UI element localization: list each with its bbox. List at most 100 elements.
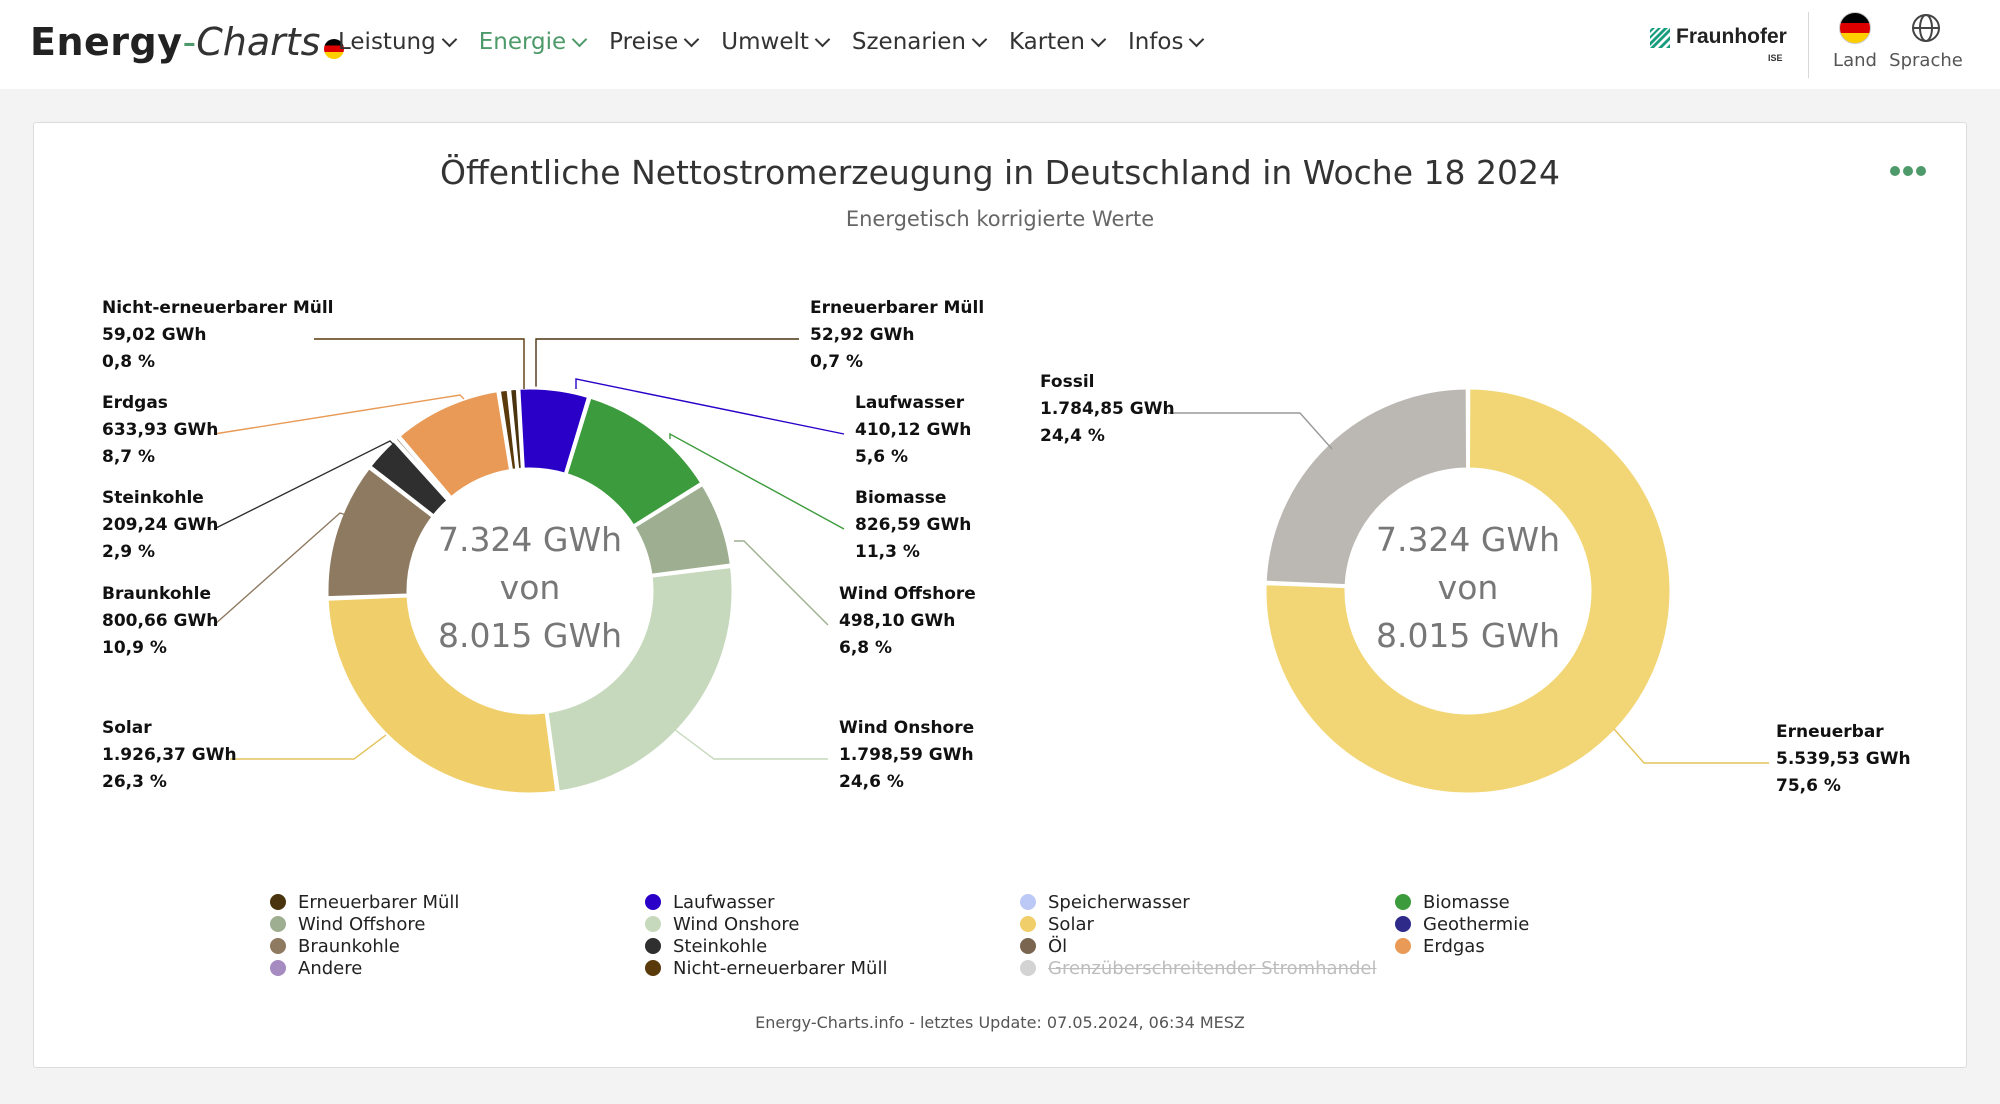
nav-item-infos[interactable]: Infos [1128, 26, 1205, 58]
chevron-down-icon [1090, 31, 1107, 47]
donut-center-text: 7.324 GWh [1376, 520, 1560, 559]
fraunhofer-name: Fraunhofer [1676, 25, 1787, 48]
donut-slice[interactable] [1263, 386, 1470, 588]
donut-slice[interactable] [545, 564, 735, 794]
nav-item-preise[interactable]: Preise [609, 26, 700, 58]
country-flag-icon [1839, 12, 1871, 44]
language-button[interactable]: Sprache [1886, 12, 1966, 71]
legend-item[interactable]: Laufwasser [645, 891, 1020, 913]
chart-title: Öffentliche Nettostromerzeugung in Deuts… [440, 153, 1560, 192]
donut-slice[interactable] [564, 395, 704, 529]
nav-item-leistung[interactable]: Leistung [338, 26, 457, 58]
slice-label-value: 633,93 GWh [102, 420, 218, 440]
legend-item[interactable]: Öl [1020, 935, 1395, 957]
slice-label-name: Steinkohle [102, 488, 204, 508]
legend-item[interactable]: Andere [270, 957, 645, 979]
legend-label: Wind Offshore [298, 913, 426, 935]
chart-legend: Erneuerbarer Müll Laufwasser Speicherwasse… [270, 891, 1770, 979]
slice-label-value: 1.784,85 GWh [1040, 399, 1175, 419]
slice-label-value: 800,66 GWh [102, 611, 218, 631]
nav-item-label: Energie [478, 29, 567, 55]
donut-slice[interactable] [396, 388, 513, 500]
slice-label-name: Biomasse [855, 488, 946, 508]
donut-center-text: 8.015 GWh [438, 616, 622, 655]
nav-item-szenarien[interactable]: Szenarien [851, 26, 988, 58]
legend-item[interactable]: Solar [1020, 913, 1395, 935]
legend-label: Andere [298, 957, 363, 979]
chevron-down-icon [683, 31, 700, 47]
legend-label: Erneuerbarer Müll [298, 891, 460, 913]
more-options-icon[interactable] [1890, 161, 1930, 177]
legend-color-dot [1395, 894, 1411, 910]
legend-item[interactable]: Geothermie [1395, 913, 1770, 935]
legend-item[interactable]: Erdgas [1395, 935, 1770, 957]
slice-label-value: 1.798,59 GWh [839, 745, 974, 765]
donut-center-text: 8.015 GWh [1376, 616, 1560, 655]
slice-label-percent: 75,6 % [1776, 776, 1841, 796]
donut-slice[interactable] [1263, 386, 1673, 796]
slice-label-percent: 26,3 % [102, 772, 167, 792]
slice-label-name: Erneuerbar [1776, 722, 1884, 742]
slice-label-percent: 10,9 % [102, 638, 167, 658]
slice-label-name: Wind Offshore [839, 584, 976, 604]
donut-slice[interactable] [631, 482, 733, 577]
top-navigation-bar: Energy - Charts Leistung Energie Preise Umw… [0, 0, 2000, 89]
legend-item[interactable]: Erneuerbarer Müll [270, 891, 645, 913]
chart-subtitle: Energetisch korrigierte Werte [845, 207, 1155, 231]
chevron-down-icon [571, 31, 588, 47]
legend-label: Braunkohle [298, 935, 400, 957]
legend-item[interactable]: Nicht-erneuerbarer Müll [645, 957, 1020, 979]
nav-item-energie[interactable]: Energie [478, 26, 588, 58]
legend-color-dot [645, 916, 661, 932]
legend-label: Erdgas [1423, 935, 1485, 957]
slice-label-value: 498,10 GWh [839, 611, 955, 631]
legend-item[interactable]: Steinkohle [645, 935, 1020, 957]
legend-item[interactable]: Wind Offshore [270, 913, 645, 935]
land-button[interactable]: Land [1815, 12, 1895, 71]
chevron-down-icon [814, 31, 831, 47]
legend-item[interactable]: Wind Onshore [645, 913, 1020, 935]
donut-center-text: von [500, 568, 561, 607]
donut-slice[interactable] [325, 594, 559, 796]
legend-color-dot [1020, 938, 1036, 954]
legend-item[interactable]: Speicherwasser [1020, 891, 1395, 913]
logo-charts-text: Charts [196, 20, 321, 64]
legend-item[interactable]: Grenzüberschreitender Stromhandel [1020, 957, 1395, 979]
slice-connector [1613, 728, 1769, 764]
legend-color-dot [645, 894, 661, 910]
slice-label-percent: 24,6 % [839, 772, 904, 792]
legend-label: Nicht-erneuerbarer Müll [673, 957, 888, 979]
slice-label-value: 209,24 GWh [102, 515, 218, 535]
energy-charts-logo[interactable]: Energy - Charts [30, 20, 345, 70]
nav-item-label: Karten [1008, 29, 1085, 55]
chevron-down-icon [971, 31, 988, 47]
donut-slice[interactable] [497, 387, 519, 473]
slice-connector [230, 734, 387, 760]
slice-label-name: Laufwasser [855, 393, 965, 413]
legend-label: Grenzüberschreitender Stromhandel [1048, 957, 1377, 979]
legend-item[interactable]: Braunkohle [270, 935, 645, 957]
slice-connector [575, 378, 845, 435]
nav-item-label: Leistung [338, 29, 436, 55]
slice-label-percent: 11,3 % [855, 542, 920, 562]
slice-label-name: Nicht-erneuerbarer Müll [102, 298, 334, 318]
slice-label-name: Erneuerbarer Müll [810, 298, 984, 318]
legend-item[interactable]: Biomasse [1395, 891, 1770, 913]
legend-color-dot [270, 960, 286, 976]
nav-item-label: Szenarien [851, 29, 966, 55]
chart-card: Öffentliche Nettostromerzeugung in Deuts… [33, 122, 1967, 1068]
donut-slice[interactable] [325, 465, 436, 600]
nav-item-umwelt[interactable]: Umwelt [721, 26, 831, 58]
slice-connector [314, 338, 525, 389]
legend-label: Steinkohle [673, 935, 768, 957]
slice-connector [213, 440, 397, 530]
slice-label-percent: 24,4 % [1040, 426, 1105, 446]
legend-color-dot [270, 894, 286, 910]
legend-color-dot [645, 938, 661, 954]
legend-label: Biomasse [1423, 891, 1510, 913]
slice-connector [669, 432, 845, 530]
fraunhofer-logo[interactable]: Fraunhofer ISE [1648, 25, 1787, 63]
slice-connector [535, 338, 799, 389]
legend-color-dot [1020, 916, 1036, 932]
nav-item-karten[interactable]: Karten [1008, 26, 1107, 58]
